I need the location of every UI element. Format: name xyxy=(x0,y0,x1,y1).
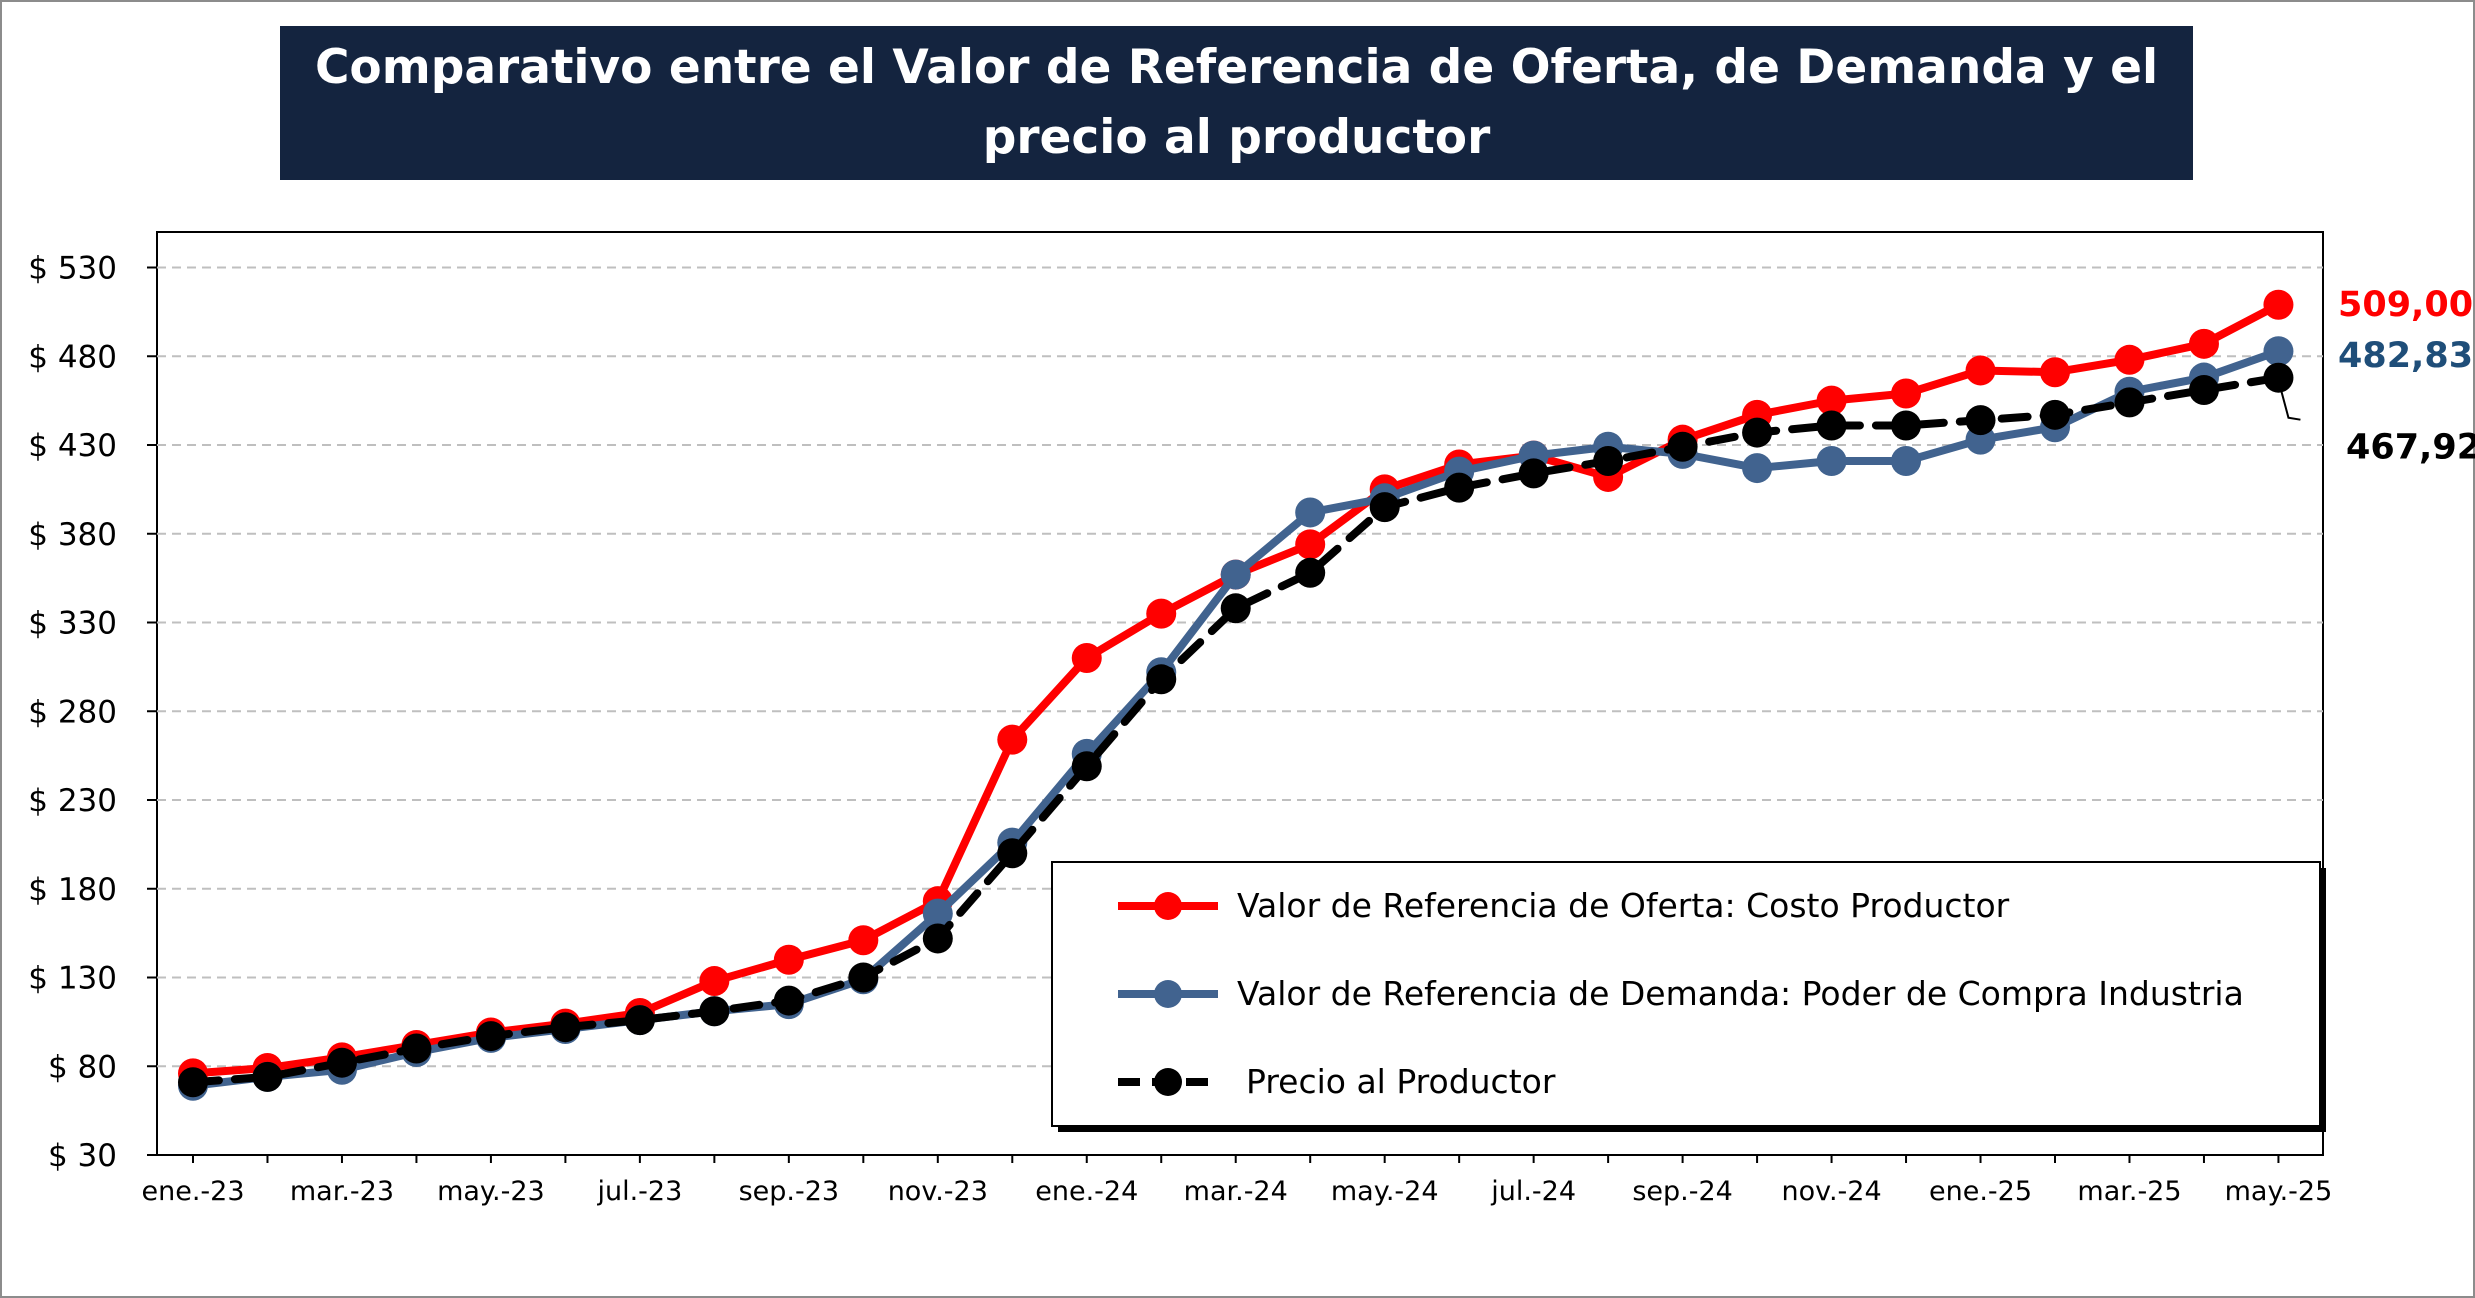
x-tick-label: sep.-24 xyxy=(1632,1176,1733,1207)
x-tick-label: jul.-24 xyxy=(1490,1176,1576,1207)
y-tick-label: $ 430 xyxy=(28,428,117,464)
data-point xyxy=(1667,431,1698,462)
end-value-label: 482,83 xyxy=(2338,336,2473,376)
data-point xyxy=(1444,472,1475,503)
x-tick-label: may.-25 xyxy=(2225,1176,2333,1207)
chart-title: Comparativo entre el Valor de Referencia… xyxy=(314,40,2159,165)
y-tick-label: $ 30 xyxy=(48,1138,117,1174)
data-point xyxy=(1220,559,1251,590)
data-point xyxy=(1816,445,1847,476)
data-point xyxy=(1816,410,1847,441)
series-line-2 xyxy=(189,373,2283,1087)
data-point xyxy=(2188,328,2219,359)
x-tick-label: ene.-23 xyxy=(141,1176,244,1207)
x-tick-label: mar.-25 xyxy=(2077,1176,2181,1207)
data-point xyxy=(699,996,730,1027)
x-tick-label: mar.-24 xyxy=(1184,1176,1288,1207)
legend xyxy=(1051,861,2321,1127)
data-point xyxy=(1295,529,1326,560)
data-point xyxy=(997,724,1028,755)
data-point xyxy=(1146,598,1177,629)
y-tick-label: $ 80 xyxy=(48,1049,117,1085)
data-point xyxy=(699,966,730,997)
data-point xyxy=(1071,643,1102,673)
legend-marker xyxy=(1154,1068,1182,1096)
data-point xyxy=(2040,357,2070,388)
y-tick-label: $ 180 xyxy=(28,872,117,908)
data-point xyxy=(1742,417,1773,448)
data-point xyxy=(2263,362,2294,393)
legend-label: Valor de Referencia de Oferta: Costo Pro… xyxy=(1237,886,2010,925)
data-point xyxy=(1146,664,1177,695)
y-tick-label: $ 380 xyxy=(28,517,117,553)
y-tick-label: $ 230 xyxy=(28,783,117,819)
data-point xyxy=(1965,405,1996,436)
data-point xyxy=(475,1021,506,1052)
x-tick-label: nov.-23 xyxy=(888,1176,988,1207)
data-point xyxy=(550,1012,581,1043)
x-tick-label: mar.-23 xyxy=(290,1176,394,1207)
data-point xyxy=(1742,453,1773,484)
data-point xyxy=(1295,497,1326,528)
data-point xyxy=(773,944,804,975)
data-point xyxy=(1295,557,1326,588)
data-point xyxy=(1965,355,1996,386)
data-point xyxy=(401,1033,432,1064)
data-point xyxy=(178,1067,208,1098)
x-tick-label: jul.-23 xyxy=(596,1176,682,1207)
data-point xyxy=(624,1005,655,1036)
data-point xyxy=(2114,344,2145,375)
data-point xyxy=(1071,751,1102,782)
x-tick-label: sep.-23 xyxy=(739,1176,840,1207)
data-point xyxy=(1220,593,1251,624)
data-point xyxy=(326,1047,357,1078)
end-value-label: 467,92 xyxy=(2346,428,2475,468)
data-point xyxy=(1891,410,1922,441)
legend-marker xyxy=(1154,892,1182,920)
x-tick-label: ene.-25 xyxy=(1929,1176,2032,1207)
data-point xyxy=(2263,289,2294,320)
data-point xyxy=(848,925,879,956)
data-point xyxy=(252,1061,283,1092)
data-point xyxy=(1369,492,1400,523)
data-point xyxy=(1518,458,1549,489)
data-point xyxy=(2188,374,2219,405)
data-point xyxy=(1891,378,1922,409)
data-point xyxy=(2114,387,2145,418)
y-tick-label: $ 530 xyxy=(28,251,117,287)
legend-label: Valor de Referencia de Demanda: Poder de… xyxy=(1237,974,2244,1013)
legend-marker xyxy=(1154,980,1182,1008)
y-tick-label: $ 480 xyxy=(28,339,117,375)
data-point xyxy=(773,985,804,1016)
data-point xyxy=(848,962,879,993)
y-tick-label: $ 280 xyxy=(28,694,117,730)
data-point xyxy=(922,898,953,929)
x-tick-label: may.-24 xyxy=(1331,1176,1439,1207)
end-value-label: 509,00 xyxy=(2338,285,2473,325)
y-tick-label: $ 130 xyxy=(28,961,117,997)
data-point xyxy=(997,838,1028,869)
x-tick-label: may.-23 xyxy=(437,1176,545,1207)
data-point xyxy=(1891,445,1922,476)
y-tick-label: $ 330 xyxy=(28,606,117,642)
chart-title-box: Comparativo entre el Valor de Referencia… xyxy=(280,26,2193,180)
x-tick-label: nov.-24 xyxy=(1781,1176,1881,1207)
data-point xyxy=(2263,336,2294,367)
x-tick-label: ene.-24 xyxy=(1035,1176,1138,1207)
data-point xyxy=(2040,399,2070,430)
data-point xyxy=(922,923,953,954)
end-label-leader xyxy=(2279,387,2301,421)
legend-label: Precio al Productor xyxy=(1246,1062,1556,1101)
data-point xyxy=(1816,385,1847,416)
data-point xyxy=(1593,445,1624,476)
